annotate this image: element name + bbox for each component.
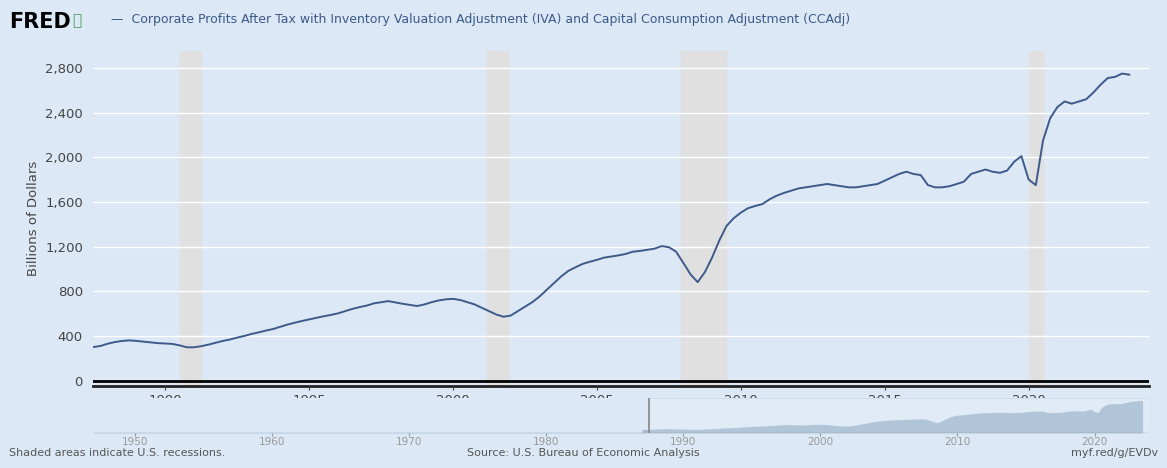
Bar: [180, 51, 201, 386]
Bar: [1028, 51, 1043, 386]
Text: FRED: FRED: [9, 12, 71, 32]
Text: 🗠: 🗠: [72, 13, 82, 28]
Bar: [682, 51, 727, 386]
Y-axis label: Billions of Dollars: Billions of Dollars: [27, 161, 40, 277]
Text: Shaded areas indicate U.S. recessions.: Shaded areas indicate U.S. recessions.: [9, 448, 225, 458]
Text: myf.red/g/EVDv: myf.red/g/EVDv: [1070, 448, 1158, 458]
Text: Source: U.S. Bureau of Economic Analysis: Source: U.S. Bureau of Economic Analysis: [467, 448, 700, 458]
Bar: [649, 398, 1152, 433]
Bar: [487, 51, 509, 386]
Text: —  Corporate Profits After Tax with Inventory Valuation Adjustment (IVA) and Cap: — Corporate Profits After Tax with Inven…: [111, 13, 850, 26]
